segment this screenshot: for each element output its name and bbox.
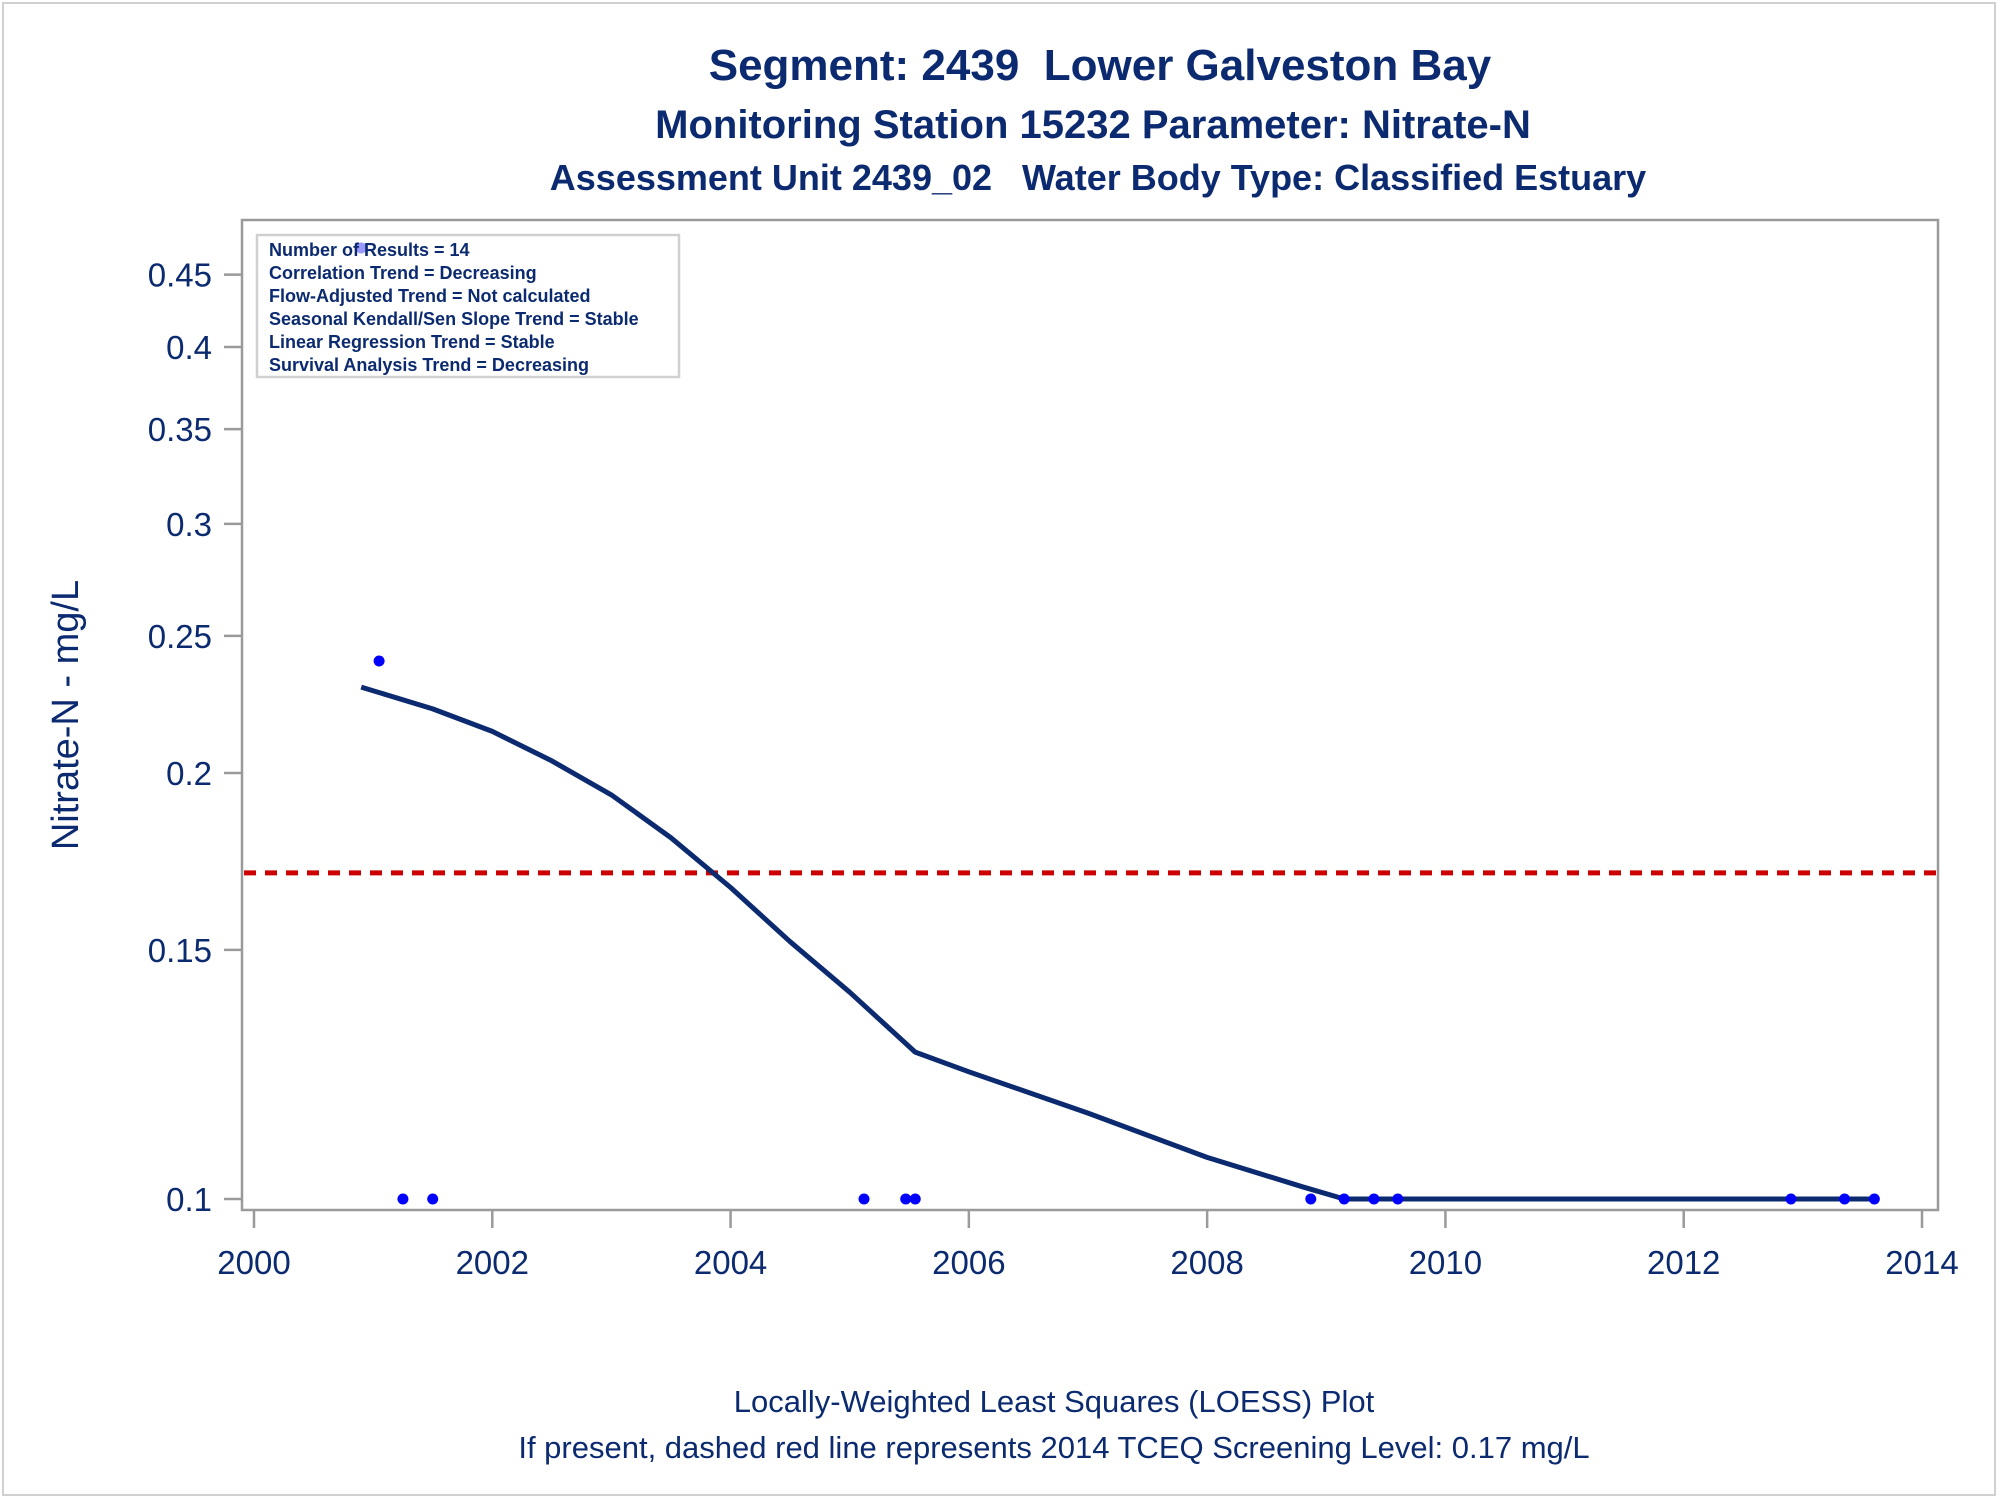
stat-line: Number of Results = 14 [269,240,470,260]
stats-box: Number of Results = 14 Correlation Trend… [255,233,681,379]
data-points [355,242,1880,1205]
data-point [1392,1193,1404,1205]
data-point [1839,1193,1851,1205]
data-point [397,1193,409,1205]
y-tick-label: 0.45 [148,257,212,294]
x-tick-label: 2000 [217,1244,290,1281]
x-tick-label: 2014 [1885,1244,1958,1281]
stat-line: Flow-Adjusted Trend = Not calculated [269,286,591,306]
y-tick-label: 0.15 [148,932,212,969]
stats-box-border [255,233,681,379]
x-tick-label: 2008 [1170,1244,1243,1281]
footnote-screening: If present, dashed red line represents 2… [518,1430,1589,1465]
chart-subtitle: Monitoring Station 15232 Parameter: Nitr… [655,103,1531,147]
stat-line: Survival Analysis Trend = Decreasing [269,355,589,375]
data-point [1368,1193,1380,1205]
stat-line: Correlation Trend = Decreasing [269,263,537,283]
loess-curve [360,684,1875,1202]
y-tick-label: 0.3 [166,506,212,543]
stat-line: Linear Regression Trend = Stable [269,332,555,352]
chart-title: Segment: 2439 Lower Galveston Bay [709,41,1492,90]
x-tick-label: 2002 [456,1244,529,1281]
data-point [900,1193,912,1205]
y-tick-label: 0.35 [148,411,212,448]
y-tick-label: 0.25 [148,618,212,655]
plot-area [240,218,1940,1212]
data-point [858,1193,870,1205]
data-point [1785,1193,1797,1205]
data-point [1868,1193,1880,1205]
y-axis-label: Nitrate-N - mg/L [45,580,87,850]
y-tick-label: 0.2 [166,755,212,792]
data-point [1338,1193,1350,1205]
x-axis: 2000 2002 2004 2006 2008 2010 2012 2014 [217,1210,1959,1281]
data-point [373,655,385,667]
y-tick-label: 0.4 [166,329,212,366]
y-axis: 0.1 0.15 0.2 0.25 0.3 0.35 0.4 0.45 [148,257,242,1218]
data-point [1305,1193,1317,1205]
data-point [909,1193,921,1205]
x-tick-label: 2012 [1647,1244,1720,1281]
x-tick-label: 2010 [1409,1244,1482,1281]
x-tick-label: 2006 [932,1244,1005,1281]
data-point [427,1193,439,1205]
x-tick-label: 2004 [694,1244,767,1281]
stat-line: Seasonal Kendall/Sen Slope Trend = Stabl… [269,309,639,329]
footnote-loess: Locally-Weighted Least Squares (LOESS) P… [734,1384,1375,1419]
y-tick-label: 0.1 [166,1181,212,1218]
chart-subtitle-2: Assessment Unit 2439_02 Water Body Type:… [550,157,1646,198]
